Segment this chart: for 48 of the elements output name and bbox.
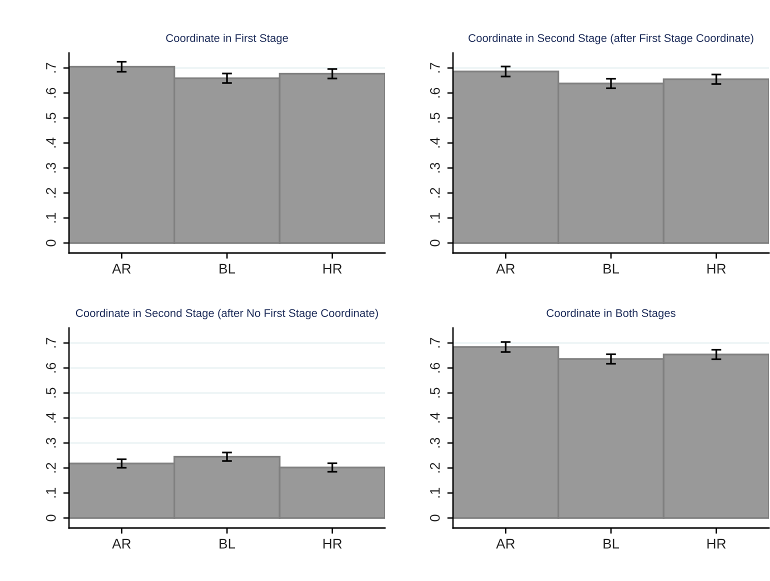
x-tick-label: AR [496,264,515,274]
y-tick-label: .6 [46,362,56,373]
x-tick-label: AR [112,538,131,548]
x-tick-label: HR [707,538,726,548]
y-tick-label: .5 [430,388,440,398]
y-tick-label: .2 [46,188,56,198]
x-tick-label: BL [604,264,620,274]
y-tick-label: 0 [430,514,440,522]
x-tick-label: BL [220,264,236,274]
y-tick-label: .4 [46,138,56,148]
chart-title: Coordinate in First Stage [166,34,288,44]
y-tick-label: .3 [46,438,56,448]
y-tick-label: .6 [430,88,440,98]
y-tick-label: .7 [430,62,440,73]
x-tick-label: AR [496,538,515,548]
chart-title: Coordinate in Both Stages [546,308,676,320]
x-tick-label: BL [220,538,236,548]
y-tick-label: .2 [430,188,440,198]
y-tick-label: .4 [430,412,440,423]
y-tick-label: .7 [46,338,56,348]
x-tick-label: HR [323,264,342,274]
x-tick-label: HR [323,538,342,548]
x-tick-label: AR [112,264,131,274]
y-tick-label: .3 [46,162,56,173]
y-tick-label: 0 [46,514,56,522]
y-tick-label: .5 [46,112,56,123]
x-tick-label: BL [604,538,620,548]
y-tick-label: .7 [46,62,56,73]
chart-title: Coordinate in Second Stage (after First Stage Coordinate) [468,34,754,44]
y-tick-label: .1 [430,212,440,223]
y-tick-label: .6 [430,362,440,373]
y-tick-label: 0 [46,240,56,246]
y-tick-label: .6 [46,88,56,98]
y-tick-label: .1 [430,488,440,498]
y-tick-label: .4 [46,412,56,423]
y-tick-label: .1 [46,212,56,223]
y-tick-label: .3 [430,162,440,173]
y-tick-label: .3 [430,438,440,448]
chart-title: Coordinate in Second Stage (after No First Stage Coordinate) [76,308,378,320]
y-tick-label: 0 [430,240,440,246]
y-tick-label: .7 [430,338,440,348]
y-tick-label: .2 [430,462,440,473]
y-tick-label: .5 [430,112,440,123]
y-tick-label: .1 [46,488,56,498]
y-tick-label: .4 [430,138,440,148]
y-tick-label: .2 [46,462,56,473]
y-tick-label: .5 [46,388,56,398]
x-tick-label: HR [707,264,726,274]
